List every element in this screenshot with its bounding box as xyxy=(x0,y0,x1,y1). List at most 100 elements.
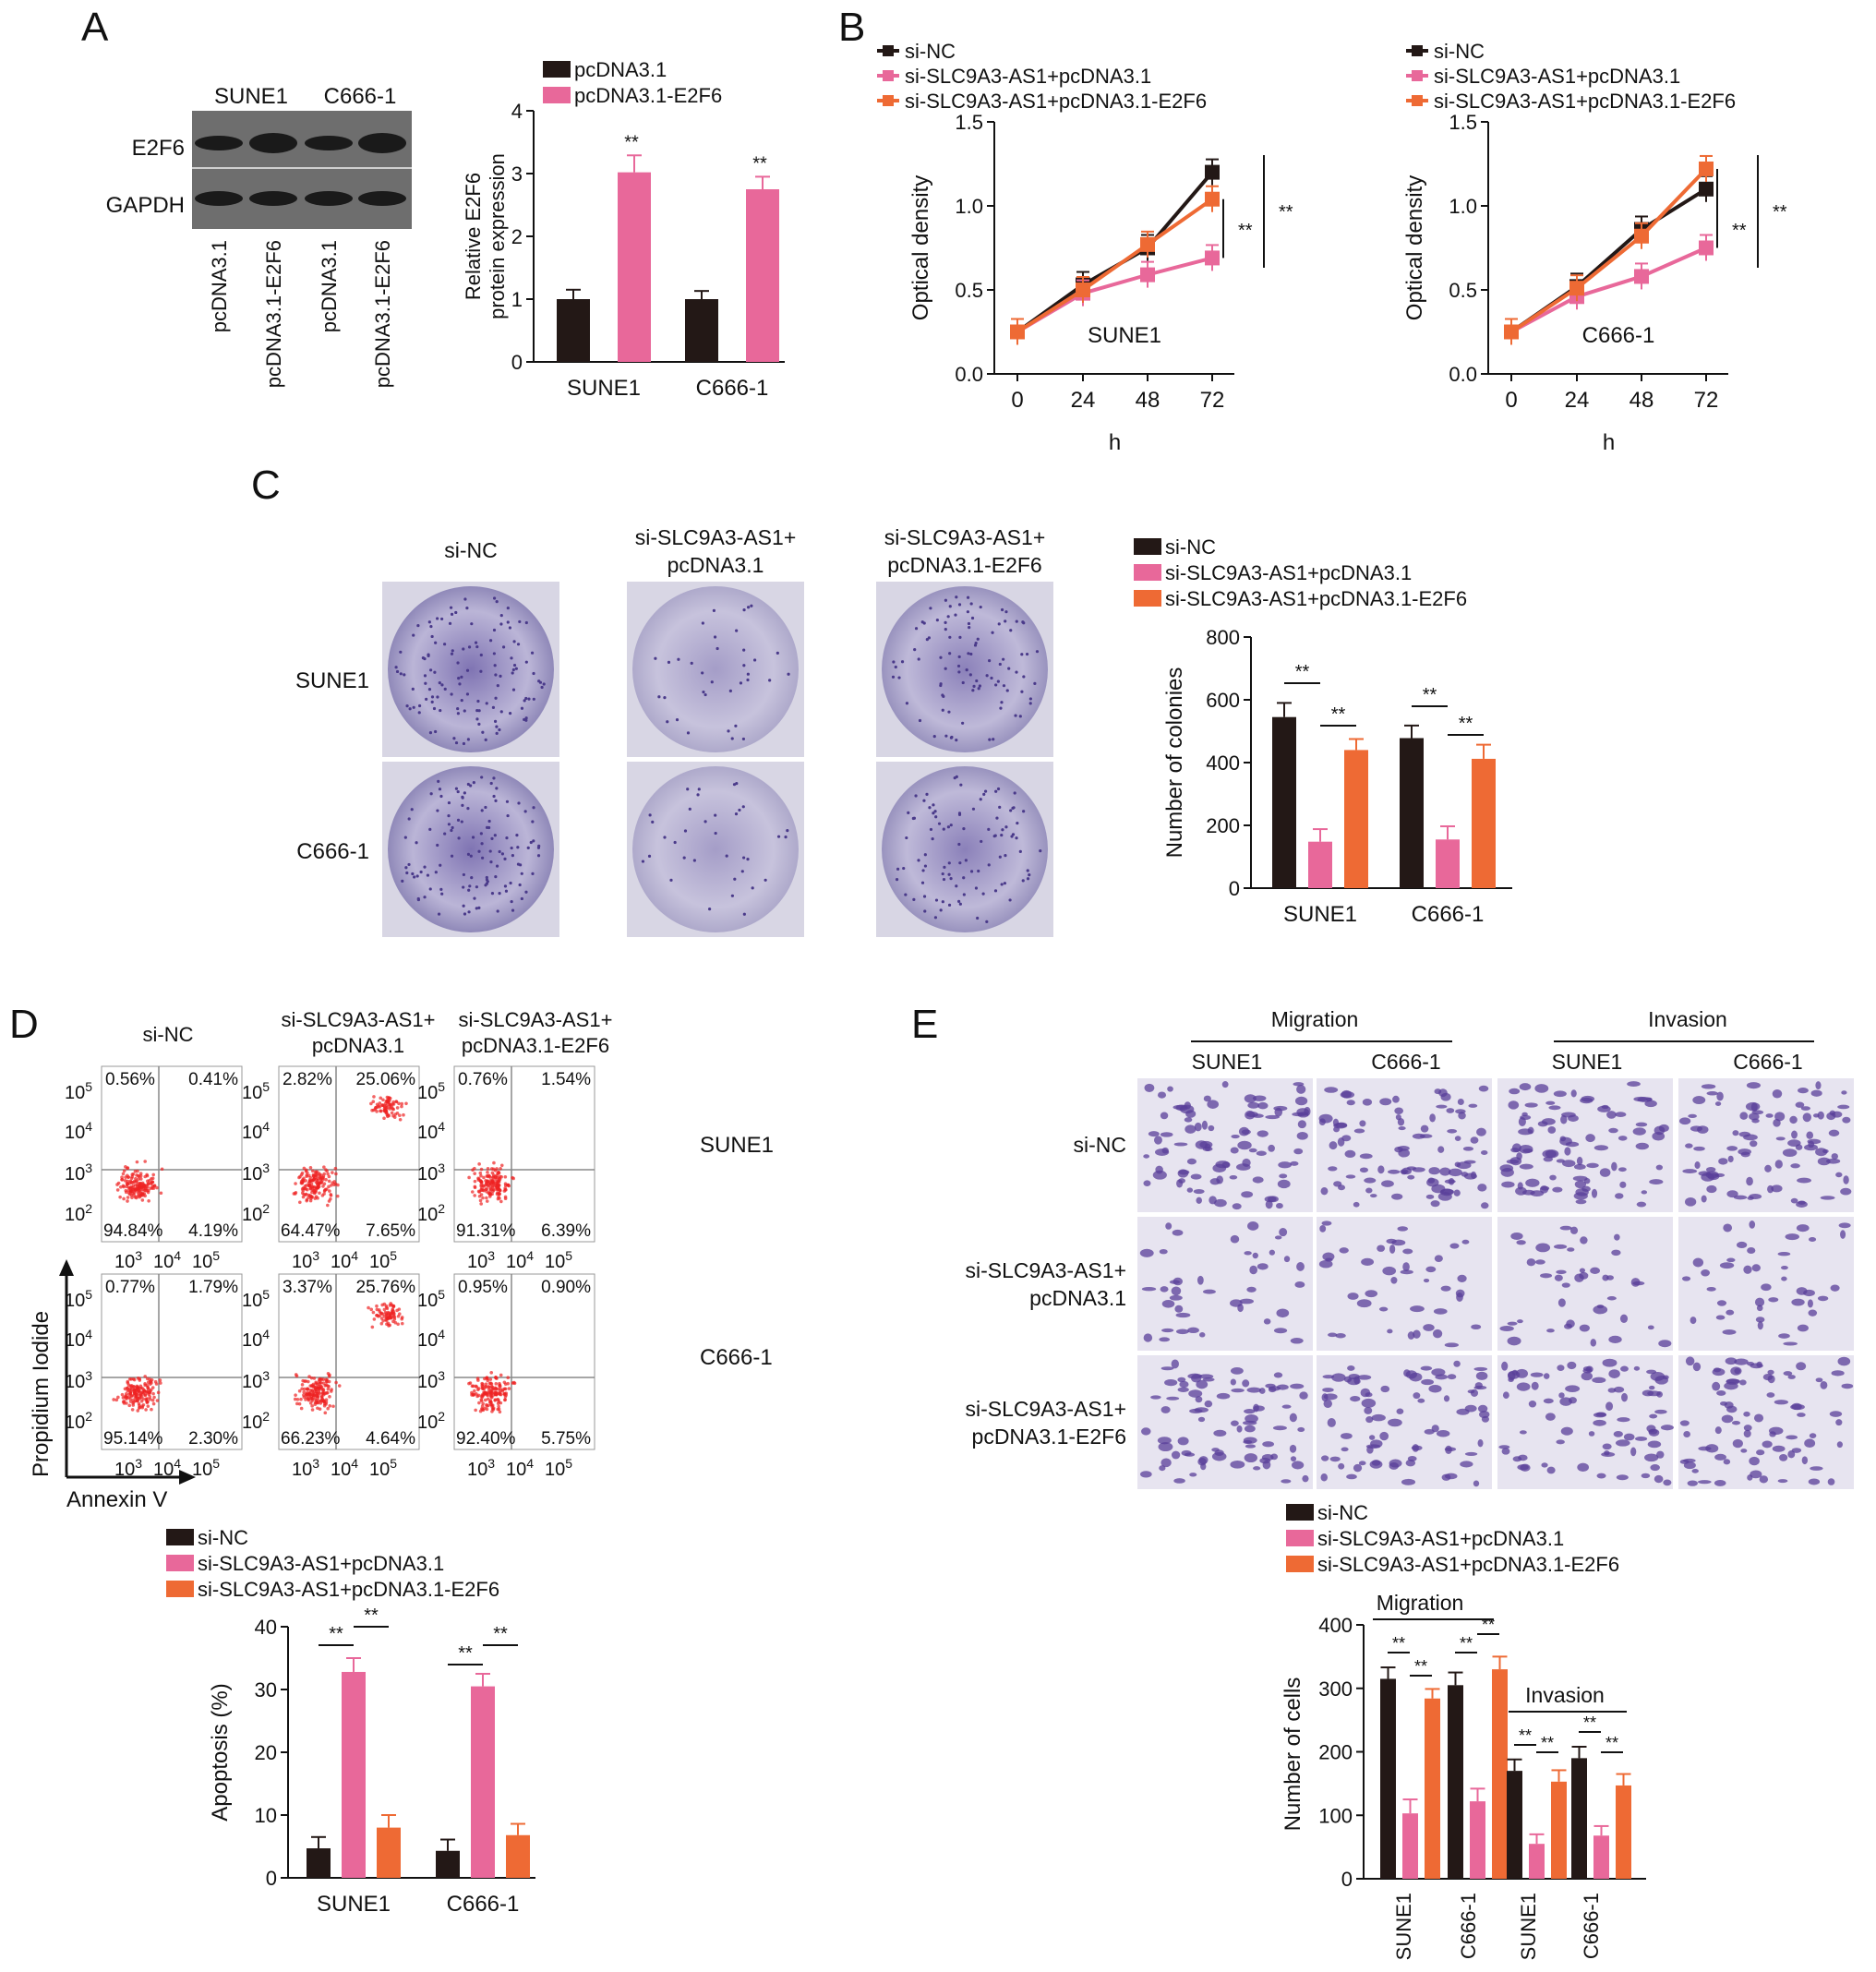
stained-cell xyxy=(1470,1171,1477,1179)
colony-dot xyxy=(407,817,411,821)
stained-cell xyxy=(1365,1187,1373,1194)
flow-event-dot xyxy=(137,1177,140,1181)
stained-cell xyxy=(1444,1342,1459,1348)
colony-column-label: si-SLC9A3-AS1+ xyxy=(635,525,797,549)
panel-c-letter: C xyxy=(251,463,281,508)
flow-event-dot xyxy=(477,1162,481,1166)
stained-cell xyxy=(1611,1249,1621,1257)
blot-row-label: GAPDH xyxy=(106,193,185,218)
stained-cell xyxy=(1565,1141,1580,1148)
stained-cell xyxy=(1257,1263,1269,1270)
stained-cell xyxy=(1685,1356,1695,1366)
stained-cell xyxy=(1519,1430,1527,1435)
flow-event-dot xyxy=(369,1307,374,1312)
colony-dot xyxy=(666,720,669,724)
stained-cell xyxy=(1432,1329,1443,1339)
flow-event-dot xyxy=(333,1166,338,1171)
colony-dot xyxy=(479,653,483,657)
stained-cell xyxy=(1160,1366,1174,1371)
flow-event-dot xyxy=(326,1371,331,1376)
stained-cell xyxy=(1786,1435,1798,1440)
panel-e-significance-marker: ** xyxy=(1392,1634,1405,1653)
flow-event-dot xyxy=(501,1388,505,1392)
stained-cell xyxy=(1159,1337,1171,1342)
flow-event-dot xyxy=(310,1178,315,1183)
stained-cell xyxy=(1796,1224,1810,1232)
stained-cell xyxy=(1323,1393,1338,1401)
stained-cell xyxy=(1718,1158,1728,1165)
colony-dot xyxy=(746,678,750,682)
stained-cell xyxy=(1617,1417,1630,1423)
stained-cell xyxy=(1322,1388,1334,1392)
colony-dot xyxy=(466,852,471,856)
stained-cell xyxy=(1611,1161,1617,1172)
stained-cell xyxy=(1836,1441,1843,1449)
panel-b-chart-0-legend-entry: si-NC xyxy=(905,40,956,63)
stained-cell xyxy=(1402,1248,1413,1255)
stained-cell xyxy=(1835,1172,1843,1178)
flow-event-dot xyxy=(485,1196,488,1200)
stained-cell xyxy=(1230,1420,1239,1426)
flow-event-dot xyxy=(488,1399,493,1402)
stained-cell xyxy=(1646,1369,1657,1375)
colony-dot xyxy=(468,884,472,888)
stained-cell xyxy=(1445,1445,1452,1455)
stained-cell xyxy=(1837,1356,1851,1366)
colony-dot xyxy=(448,621,452,625)
flow-event-dot xyxy=(322,1165,326,1170)
flow-event-dot xyxy=(312,1377,317,1380)
western-blot-image xyxy=(192,111,412,229)
colony-dot xyxy=(429,792,433,796)
flow-event-dot xyxy=(329,1193,333,1196)
colony-dot xyxy=(1026,869,1029,872)
stained-cell xyxy=(1324,1087,1339,1093)
flow-event-dot xyxy=(132,1385,136,1389)
stained-cell xyxy=(1796,1200,1808,1208)
panel-a-chart-tick-label: 1 xyxy=(511,288,523,311)
colony-dot xyxy=(1000,883,1004,886)
colony-dot xyxy=(423,674,427,678)
stained-cell xyxy=(1397,1226,1409,1232)
colony-dot xyxy=(996,787,1001,791)
stained-cell xyxy=(1706,1184,1717,1194)
flow-event-dot xyxy=(395,1106,400,1110)
stained-cell xyxy=(1549,1174,1557,1181)
stained-cell xyxy=(1392,1095,1400,1103)
stained-cell xyxy=(1290,1338,1304,1344)
panel-b-chart-0-tick-label: 0.5 xyxy=(955,279,983,302)
stained-cell xyxy=(1507,1336,1521,1346)
stained-cell xyxy=(1191,1374,1202,1383)
flow-column-label: si-SLC9A3-AS1+ xyxy=(282,1008,436,1031)
stained-cell xyxy=(1454,1161,1461,1168)
colony-dot xyxy=(741,805,745,809)
stained-cell xyxy=(1693,1146,1705,1151)
panel-d-letter: D xyxy=(9,1002,39,1047)
panel-e-legend-entry: si-SLC9A3-AS1+pcDNA3.1 xyxy=(1317,1527,1564,1550)
blot-lane-label: pcDNA3.1 xyxy=(208,240,231,332)
stained-cell xyxy=(1230,1366,1244,1375)
stained-cell xyxy=(1831,1153,1838,1160)
colony-dot xyxy=(425,697,428,701)
stained-cell xyxy=(1681,1276,1691,1281)
stained-cell xyxy=(1429,1113,1436,1123)
stained-cell xyxy=(1781,1276,1787,1281)
flow-event-dot xyxy=(481,1408,486,1413)
stained-cell xyxy=(1499,1325,1514,1332)
colony-dot xyxy=(488,849,492,853)
panel-c-chart-bar xyxy=(1472,758,1496,888)
flow-event-dot xyxy=(134,1179,138,1183)
colony-dot xyxy=(503,884,508,888)
colony-dot xyxy=(998,805,1002,809)
stained-cell xyxy=(1197,1275,1204,1285)
stained-cell xyxy=(1565,1385,1581,1392)
panel-c-significance-marker: ** xyxy=(1295,662,1310,682)
flow-event-dot xyxy=(488,1377,493,1381)
colony-dot xyxy=(511,671,514,675)
flow-event-dot xyxy=(150,1398,155,1402)
colony-dot xyxy=(423,896,427,899)
colony-dot xyxy=(948,635,952,639)
stained-cell xyxy=(1804,1144,1819,1151)
panel-b-chart-1-y-label: Optical density xyxy=(1402,175,1427,320)
flow-event-dot xyxy=(151,1401,156,1406)
colony-dot xyxy=(527,697,531,701)
